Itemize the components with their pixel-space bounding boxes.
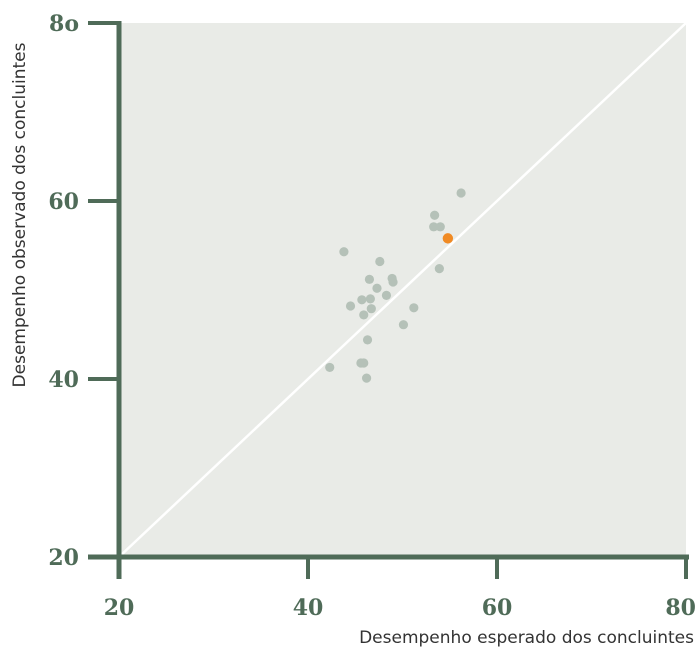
- data-point: [398, 320, 409, 330]
- data-point: [430, 210, 440, 220]
- data-point: [339, 247, 349, 257]
- data-point: [366, 304, 376, 314]
- data-point: [429, 222, 439, 232]
- data-point: [359, 358, 369, 368]
- data-point: [345, 301, 356, 311]
- y-tick-label: 20: [48, 545, 79, 571]
- highlighted-data-point: [442, 233, 454, 244]
- y-tick-label: 60: [48, 189, 79, 215]
- data-point: [365, 294, 375, 304]
- data-point: [364, 274, 375, 284]
- data-point: [388, 277, 398, 287]
- data-point: [325, 362, 335, 373]
- data-point: [362, 335, 373, 345]
- data-point: [456, 188, 466, 198]
- y-tick-label: 8o: [49, 11, 79, 37]
- data-point: [381, 290, 392, 300]
- y-tick-label: 40: [48, 367, 79, 393]
- x-axis-label: Desempenho esperado dos concluintes: [359, 628, 694, 648]
- data-point: [434, 264, 444, 274]
- data-point: [409, 303, 419, 313]
- data-point: [361, 373, 372, 383]
- data-point: [357, 295, 367, 305]
- x-tick-label: 20: [104, 595, 135, 621]
- x-tick-label: 40: [293, 595, 324, 621]
- data-point: [435, 222, 445, 232]
- axis-ticks: 20 40 60 8o 20 40 60 80: [48, 11, 696, 621]
- data-point: [359, 310, 369, 320]
- data-point: [375, 256, 385, 267]
- x-tick-label: 80: [665, 595, 696, 621]
- data-point: [372, 283, 382, 293]
- data-points: [325, 188, 466, 383]
- y-axis-label: Desempenho observado dos concluintes: [10, 42, 30, 387]
- x-tick-label: 60: [482, 595, 513, 621]
- reference-line: [118, 22, 687, 558]
